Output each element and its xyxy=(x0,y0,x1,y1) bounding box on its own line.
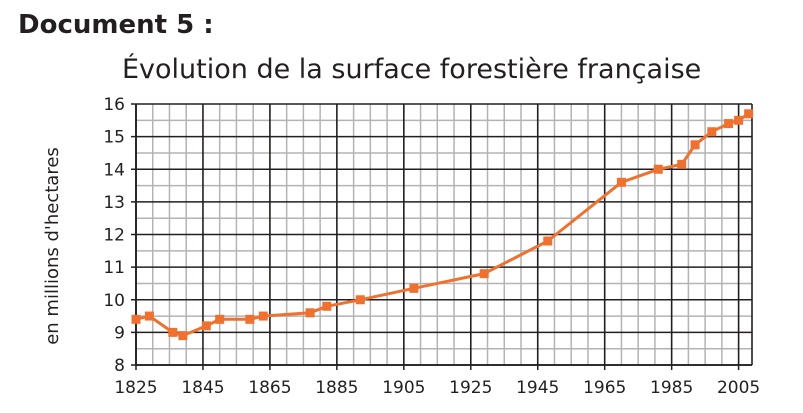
y-tick-label: 12 xyxy=(103,226,125,246)
y-tick-label: 14 xyxy=(103,160,125,180)
data-point xyxy=(409,283,419,293)
data-point xyxy=(690,140,700,150)
y-tick-label: 10 xyxy=(103,291,125,311)
x-tick-label: 1825 xyxy=(114,378,157,398)
y-tick-label: 13 xyxy=(103,193,125,213)
data-point xyxy=(707,127,717,137)
data-point xyxy=(677,159,687,169)
chart-title: Évolution de la surface forestière franç… xyxy=(122,54,702,85)
x-tick-label: 1925 xyxy=(449,378,492,398)
major-gridlines xyxy=(135,103,752,366)
data-point xyxy=(131,314,141,324)
data-point xyxy=(734,115,744,125)
data-point xyxy=(653,164,663,174)
data-point xyxy=(168,327,178,337)
y-tick-labels: 8 9 10 11 12 13 14 15 16 xyxy=(103,95,136,376)
y-tick-label: 8 xyxy=(114,356,125,376)
document-label: Document 5 : xyxy=(18,10,214,40)
y-axis-label: en millions d'hectares xyxy=(42,147,63,345)
data-point xyxy=(616,177,626,187)
y-tick-label: 15 xyxy=(103,128,125,148)
data-point xyxy=(305,308,315,318)
x-tick-label: 1905 xyxy=(382,378,425,398)
x-tick-label: 2005 xyxy=(717,378,760,398)
data-point xyxy=(479,269,489,279)
y-tick-label: 16 xyxy=(103,95,125,115)
data-point xyxy=(258,311,268,321)
data-point xyxy=(322,301,332,311)
y-tick-label: 11 xyxy=(103,258,125,278)
x-tick-label: 1845 xyxy=(181,378,224,398)
data-point xyxy=(201,321,211,331)
x-tick-label: 1965 xyxy=(583,378,626,398)
data-point xyxy=(178,331,188,341)
x-tick-labels: 1825 1845 1865 1885 1905 1925 1945 1965 1985 2005 xyxy=(114,365,760,398)
series-line xyxy=(135,112,750,338)
data-series xyxy=(131,109,754,341)
data-point xyxy=(724,119,734,129)
x-tick-label: 1865 xyxy=(248,378,291,398)
data-point xyxy=(744,109,754,119)
data-point xyxy=(245,314,255,324)
x-tick-label: 1945 xyxy=(516,378,559,398)
data-point xyxy=(355,295,365,305)
x-tick-label: 1885 xyxy=(315,378,358,398)
data-point xyxy=(215,314,225,324)
data-point xyxy=(543,236,553,246)
x-tick-label: 1985 xyxy=(650,378,693,398)
data-point xyxy=(144,311,154,321)
y-tick-label: 9 xyxy=(114,323,125,343)
